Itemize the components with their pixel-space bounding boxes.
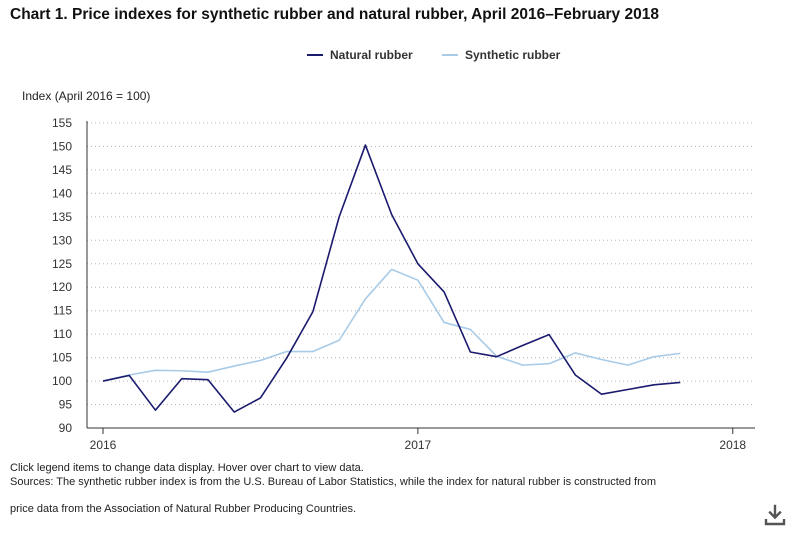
y-tick-label-135: 135 [52, 210, 72, 224]
y-tick-label-130: 130 [52, 233, 72, 247]
series-line-synthetic-rubber[interactable] [102, 268, 681, 382]
legend: Natural rubber Synthetic rubber [0, 47, 800, 63]
chart-area[interactable]: Index (April 2016 = 100) 90 95 100 105 110 11… [0, 0, 800, 460]
chart-title: Chart 1. Price indexes for synthetic rub… [10, 6, 659, 23]
y-tick-label-90: 90 [59, 421, 73, 435]
y-tick-label-115: 115 [53, 304, 72, 318]
legend-item-natural-rubber[interactable]: Natural rubber [307, 47, 413, 63]
y-tick-label-100: 100 [52, 374, 72, 388]
legend-swatch-natural-rubber [307, 54, 323, 56]
y-tick-label-155: 155 [52, 116, 72, 130]
y-tick-label-95: 95 [59, 398, 73, 412]
y-tick-label-125: 125 [52, 257, 72, 271]
legend-label-natural-rubber: Natural rubber [330, 48, 413, 62]
x-tick-label-2018: 2018 [719, 438, 746, 452]
y-axis-title: Index (April 2016 = 100) [22, 89, 150, 103]
sources-note-line-1: Sources: The synthetic rubber index is f… [10, 476, 657, 488]
y-tick-label-110: 110 [53, 327, 72, 341]
y-tick-label-150: 150 [52, 139, 72, 153]
x-tick-label-2017: 2017 [405, 438, 432, 452]
y-tick-label-120: 120 [52, 280, 72, 294]
axes: 90 95 100 105 110 115 120 125 130 135 140 145 150 155… [52, 116, 755, 452]
legend-item-synthetic-rubber[interactable]: Synthetic rubber [442, 47, 560, 63]
series-line-natural-rubber[interactable] [102, 144, 681, 413]
series-lines [102, 144, 681, 413]
chart-instructions-note: Click legend items to change data displa… [10, 462, 364, 474]
x-tick-label-2016: 2016 [90, 438, 117, 452]
y-tick-label-140: 140 [52, 186, 72, 200]
sources-note-line-2: price data from the Association of Natur… [10, 503, 357, 515]
legend-label-synthetic-rubber: Synthetic rubber [465, 48, 561, 62]
download-icon[interactable] [764, 504, 786, 526]
y-tick-label-145: 145 [52, 163, 72, 177]
y-tick-label-105: 105 [52, 351, 72, 365]
gridlines [87, 122, 755, 406]
legend-swatch-synthetic-rubber [442, 54, 458, 56]
